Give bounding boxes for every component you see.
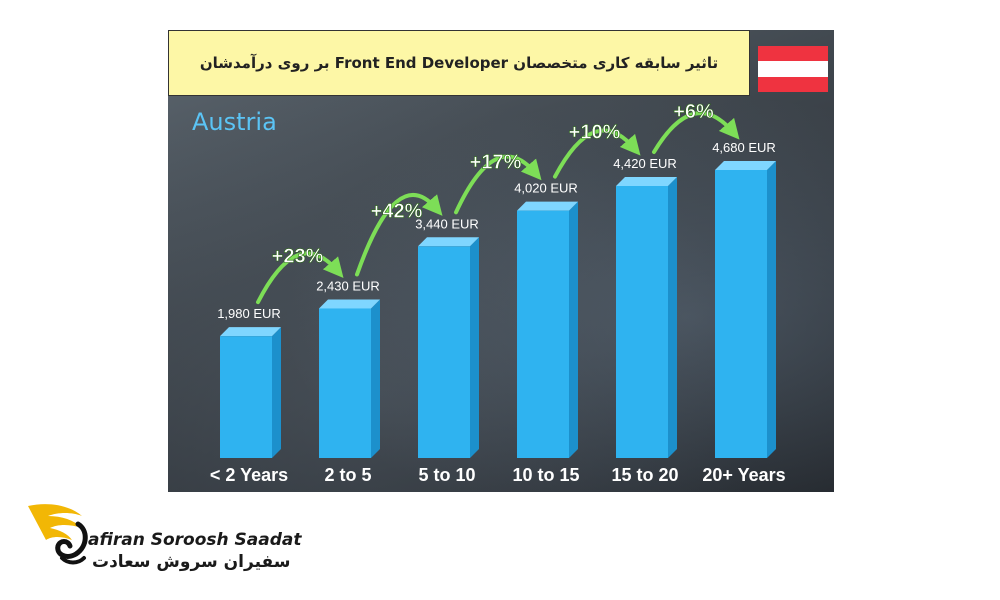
value-label: 2,430 EUR <box>316 278 380 293</box>
bar-face <box>220 336 272 458</box>
bar-top <box>715 161 776 170</box>
growth-arrow <box>553 128 641 179</box>
growth-arrow <box>355 192 443 277</box>
chart-panel: Austria 1,980 EUR < 2 Years 2,430 EUR 2 to … <box>168 30 834 492</box>
growth-label: +17% <box>470 151 522 173</box>
growth-arrow <box>454 154 542 215</box>
category-label: 20+ Years <box>702 465 785 485</box>
bar-side <box>569 201 578 458</box>
bar-side <box>767 161 776 458</box>
category-label: 2 to 5 <box>324 465 371 485</box>
category-label: < 2 Years <box>210 465 288 485</box>
bar-face <box>616 186 668 458</box>
growth-label: +42% <box>371 200 423 222</box>
value-label: 3,440 EUR <box>415 216 479 231</box>
bar-face <box>418 246 470 458</box>
bar-6 <box>715 161 776 458</box>
value-label: 4,020 EUR <box>514 181 578 196</box>
bar-face <box>715 170 767 458</box>
bird-wing-logo-icon <box>28 504 88 565</box>
chart-title: تاثیر سابقه کاری متخصصان Front End Devel… <box>168 30 750 96</box>
bar-face <box>517 210 569 458</box>
value-label: 1,980 EUR <box>217 306 281 321</box>
category-label: 5 to 10 <box>418 465 475 485</box>
growth-label: +23% <box>272 245 324 267</box>
bar-top <box>220 327 281 337</box>
flag-stripe-middle <box>758 61 828 77</box>
bar-3 <box>418 237 479 458</box>
category-label: 10 to 15 <box>512 465 579 485</box>
flag-stripe-top <box>758 46 828 62</box>
bar-4 <box>517 201 578 458</box>
flag-stripe-bottom <box>758 76 828 92</box>
bar-side <box>371 299 380 458</box>
bar-top <box>418 237 479 247</box>
growth-label: +6% <box>673 101 714 123</box>
growth-arrow <box>652 111 740 154</box>
logo-text-persian: سفیران سروش سعادت <box>92 552 291 572</box>
category-label: 15 to 20 <box>611 465 678 485</box>
bar-top <box>616 177 677 186</box>
bar-side <box>272 327 281 458</box>
bar-top <box>319 299 380 309</box>
bar-face <box>319 308 371 458</box>
bar-top <box>517 201 578 211</box>
country-label: Austria <box>192 108 277 136</box>
austria-flag-icon <box>758 46 828 92</box>
bar-chart: Austria 1,980 EUR < 2 Years 2,430 EUR 2 to … <box>192 101 786 485</box>
logo-text-english: afiran Soroosh Saadat <box>88 530 302 550</box>
company-logo: afiran Soroosh Saadat سفیران سروش سعادت <box>22 494 302 584</box>
bar-5 <box>616 177 677 458</box>
growth-arrow <box>256 251 344 305</box>
growth-label: +10% <box>569 121 621 143</box>
bar-2 <box>319 299 380 458</box>
value-label: 4,680 EUR <box>712 140 776 155</box>
bar-side <box>470 237 479 458</box>
bar-1 <box>220 327 281 458</box>
value-label: 4,420 EUR <box>613 156 677 171</box>
bar-side <box>668 177 677 458</box>
